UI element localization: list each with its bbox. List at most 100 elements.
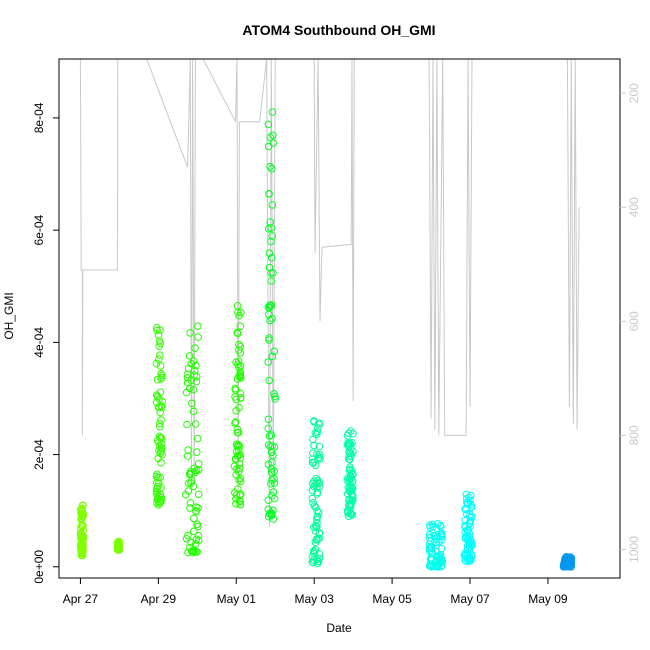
series-10 <box>559 553 576 571</box>
data-point <box>235 363 243 372</box>
data-point <box>234 329 242 338</box>
data-point <box>309 558 317 567</box>
data-point <box>425 547 434 555</box>
data-point <box>434 562 442 571</box>
data-point <box>270 467 279 476</box>
data-point <box>266 162 274 171</box>
data-point <box>184 446 192 454</box>
data-point <box>268 232 277 240</box>
data-point <box>191 420 200 428</box>
data-point <box>308 486 317 495</box>
data-point <box>345 503 354 511</box>
data-point <box>313 523 321 531</box>
data-point <box>310 417 318 425</box>
data-point <box>192 361 200 370</box>
data-point <box>232 494 240 503</box>
data-point <box>235 464 244 473</box>
data-point <box>77 514 85 523</box>
series-6 <box>308 417 324 568</box>
data-point <box>267 237 275 246</box>
data-point <box>265 249 274 257</box>
data-point <box>181 491 190 499</box>
series-7 <box>343 427 357 521</box>
data-point <box>426 521 434 530</box>
data-point <box>467 540 475 549</box>
data-point <box>346 487 354 496</box>
data-point <box>266 316 274 325</box>
data-point <box>235 460 244 468</box>
series-9 <box>460 490 476 566</box>
data-point <box>309 459 318 467</box>
data-point <box>235 340 243 349</box>
data-point <box>189 482 198 491</box>
data-point <box>183 379 192 387</box>
data-point <box>78 546 86 554</box>
data-point <box>349 447 357 456</box>
data-point <box>157 416 165 424</box>
x-tick-label: May 05 <box>372 592 412 606</box>
data-point <box>266 133 275 142</box>
y-tick-label: 0e+00 <box>32 550 46 584</box>
data-point <box>236 322 245 331</box>
data-points-layer <box>76 108 576 571</box>
data-point <box>186 329 194 337</box>
y2-tick-label: 200 <box>627 83 641 103</box>
data-point <box>467 538 475 547</box>
data-point <box>152 359 161 368</box>
data-point <box>153 326 161 335</box>
data-point <box>155 499 164 508</box>
data-point <box>153 436 162 445</box>
data-point <box>236 500 244 509</box>
data-point <box>155 355 163 364</box>
data-point <box>268 201 277 209</box>
data-point <box>78 510 87 519</box>
data-point <box>264 225 273 233</box>
data-point <box>466 548 474 556</box>
data-point <box>185 352 194 360</box>
data-point <box>114 545 123 554</box>
data-point <box>187 477 196 485</box>
data-point <box>309 482 318 491</box>
pressure-trace-layer <box>79 58 580 527</box>
data-point <box>237 393 245 402</box>
data-point <box>233 425 242 434</box>
x-axis-label: Date <box>326 621 352 635</box>
pressure-trace-line <box>79 58 580 527</box>
data-point <box>265 303 274 312</box>
data-point <box>190 514 198 523</box>
data-point <box>191 540 200 548</box>
data-point <box>348 511 357 519</box>
data-point <box>236 374 245 382</box>
data-point <box>311 527 320 535</box>
data-point <box>312 522 320 530</box>
data-point <box>78 548 87 557</box>
data-point <box>344 483 353 492</box>
data-point <box>235 451 243 460</box>
data-point <box>155 351 164 360</box>
data-point <box>465 533 474 541</box>
data-point <box>344 439 353 447</box>
data-point <box>264 358 273 366</box>
data-point <box>345 448 353 456</box>
data-point <box>265 376 274 385</box>
data-point <box>157 483 165 492</box>
series-0 <box>76 501 88 560</box>
data-point <box>190 527 198 536</box>
data-point <box>348 467 356 475</box>
data-point <box>308 479 317 488</box>
data-point <box>312 474 321 483</box>
data-point <box>158 373 166 382</box>
data-point <box>186 499 195 507</box>
data-point <box>314 424 322 432</box>
data-point <box>235 442 244 451</box>
data-point <box>191 468 200 477</box>
data-point <box>187 538 195 547</box>
series-4 <box>230 302 245 509</box>
data-point <box>434 552 442 561</box>
data-point <box>184 531 192 540</box>
axes-layer: Apr 27 Apr 29 May 01 May 03 May 05 May 07 May … <box>32 58 641 606</box>
data-point <box>265 190 273 198</box>
data-point <box>236 368 244 376</box>
data-point <box>153 375 162 384</box>
data-point <box>76 505 85 514</box>
